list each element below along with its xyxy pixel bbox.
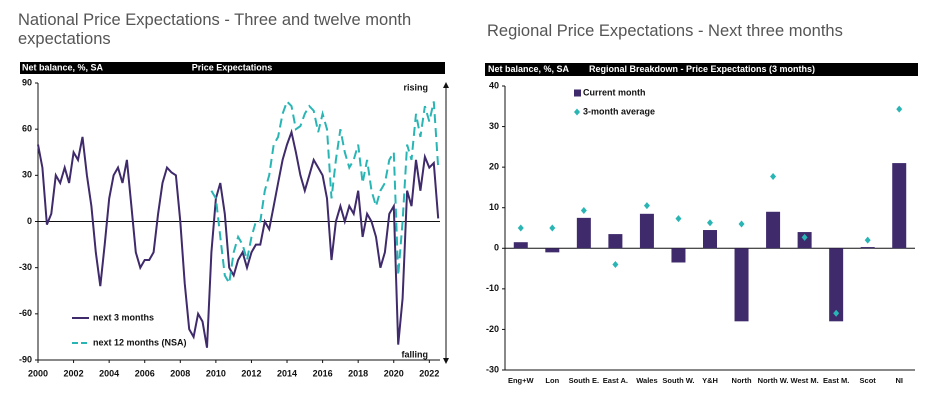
x-tick-label: 2010 [206, 368, 226, 378]
y-tick-label: 30 [489, 121, 499, 131]
header-title: Price Expectations [192, 62, 273, 72]
x-tick-label: South W. [662, 376, 694, 385]
y-tick-label: -30 [486, 364, 499, 374]
x-tick-label: South E. [569, 376, 599, 385]
marker [580, 207, 587, 215]
y-tick-label: -90 [19, 354, 32, 364]
x-tick-label: Lon [545, 376, 559, 385]
marker [612, 261, 619, 269]
marker [770, 172, 777, 180]
y-tick-label: -20 [486, 324, 499, 334]
x-tick-label: Y&H [702, 376, 718, 385]
bar [766, 211, 781, 249]
legend-label: 3-month average [583, 106, 655, 116]
y-tick-label: -60 [19, 308, 32, 318]
bar [576, 217, 591, 249]
x-tick-label: 2018 [348, 368, 368, 378]
y-tick-label: 60 [22, 124, 32, 134]
series-line [37, 128, 440, 348]
y-tick-label: 20 [489, 162, 499, 172]
chart-title: National Price Expectations - Three and … [18, 11, 412, 48]
x-tick-label: 2000 [28, 368, 48, 378]
bar [671, 248, 686, 263]
legend-swatch [574, 89, 581, 97]
x-tick-label: 2020 [384, 368, 404, 378]
bar [513, 242, 528, 249]
marker [643, 202, 650, 210]
marker [738, 220, 745, 228]
annotation: falling [402, 349, 429, 359]
annotation: rising [403, 82, 428, 92]
marker [549, 224, 556, 232]
x-tick-label: East M. [823, 376, 849, 385]
header-title: Regional Breakdown - Price Expectations … [589, 64, 815, 74]
bar [608, 234, 623, 249]
x-tick-label: 2006 [135, 368, 155, 378]
header-label: Net balance, %, SA [488, 64, 570, 74]
bar [703, 230, 717, 249]
bar [734, 248, 749, 322]
x-tick-label: North [732, 376, 752, 385]
marker [675, 215, 682, 223]
bar [829, 248, 844, 322]
y-tick-label: 10 [489, 202, 499, 212]
legend-label: next 12 months (NSA) [93, 337, 187, 347]
x-tick-label: 2012 [241, 368, 261, 378]
x-tick-label: West M. [791, 376, 819, 385]
x-tick-label: Wales [636, 376, 657, 385]
marker [801, 233, 808, 241]
y-tick-label: 40 [489, 80, 499, 90]
y-tick-label: 0 [27, 216, 32, 226]
y-tick-label: 0 [494, 243, 499, 253]
y-tick-label: -10 [486, 283, 499, 293]
legend-label: next 3 months [93, 312, 154, 322]
x-tick-label: Eng+W [508, 376, 535, 385]
y-tick-label: -30 [19, 262, 32, 272]
x-tick-label: 2002 [64, 368, 84, 378]
x-tick-label: 2016 [313, 368, 333, 378]
bar [545, 248, 560, 253]
x-tick-label: NI [895, 376, 903, 385]
bar [892, 163, 907, 249]
x-tick-label: Scot [860, 376, 877, 385]
x-tick-label: 2014 [277, 368, 297, 378]
marker [517, 224, 524, 232]
chart-title: Regional Price Expectations - Next three… [487, 22, 843, 40]
marker [707, 219, 713, 227]
y-tick-label: 30 [22, 170, 32, 180]
x-tick-label: 2008 [170, 368, 190, 378]
header-bar [20, 62, 445, 74]
x-tick-label: North W. [758, 376, 789, 385]
marker [833, 309, 840, 317]
header-label: Net balance, %, SA [22, 62, 104, 72]
x-tick-label: 2022 [419, 368, 439, 378]
legend-swatch [574, 108, 580, 116]
marker [896, 105, 903, 113]
bar [639, 213, 654, 249]
x-tick-label: East A. [603, 376, 628, 385]
legend-label: Current month [583, 87, 646, 97]
bar [860, 247, 875, 249]
header-bar [485, 63, 918, 76]
y-tick-label: 90 [22, 77, 32, 87]
x-tick-label: 2004 [99, 368, 119, 378]
marker [864, 236, 871, 244]
